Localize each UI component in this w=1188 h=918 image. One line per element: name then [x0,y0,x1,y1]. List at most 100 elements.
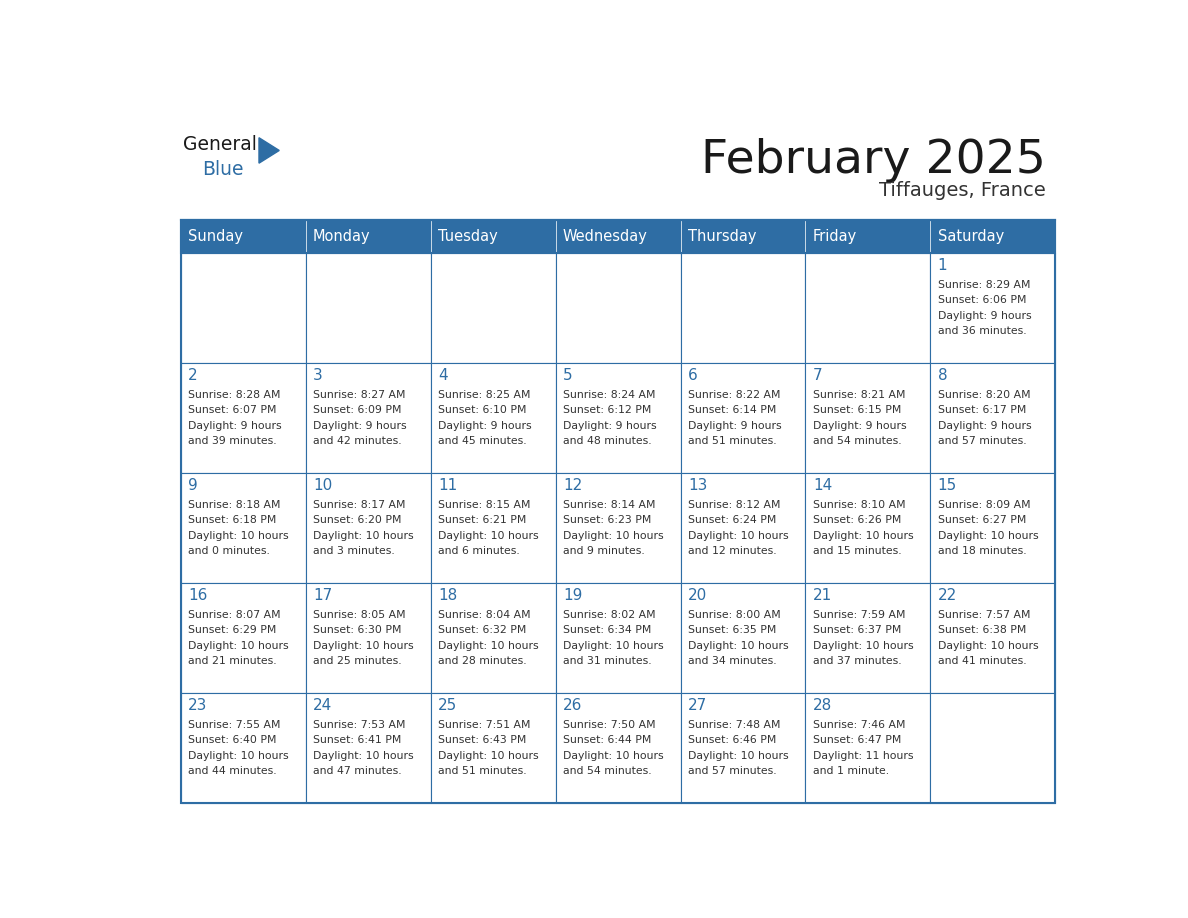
Text: and 1 minute.: and 1 minute. [813,767,889,777]
Bar [930,583,1055,693]
Text: Sunrise: 8:12 AM: Sunrise: 8:12 AM [688,499,781,509]
Text: and 6 minutes.: and 6 minutes. [438,546,519,556]
Text: Daylight: 10 hours: Daylight: 10 hours [563,641,664,651]
Text: Daylight: 10 hours: Daylight: 10 hours [438,641,538,651]
Bar [430,253,556,363]
Text: Sunrise: 7:55 AM: Sunrise: 7:55 AM [188,720,280,730]
Text: Sunrise: 8:21 AM: Sunrise: 8:21 AM [813,390,905,400]
Text: Sunset: 6:29 PM: Sunset: 6:29 PM [188,625,277,635]
Text: and 21 minutes.: and 21 minutes. [188,656,277,666]
Text: Sunrise: 8:29 AM: Sunrise: 8:29 AM [937,280,1030,290]
Bar [430,219,556,253]
Text: Friday: Friday [813,229,857,244]
Text: Daylight: 11 hours: Daylight: 11 hours [813,751,914,761]
Text: and 28 minutes.: and 28 minutes. [438,656,526,666]
Text: Daylight: 10 hours: Daylight: 10 hours [563,531,664,541]
Text: and 44 minutes.: and 44 minutes. [188,767,277,777]
Text: Sunrise: 8:02 AM: Sunrise: 8:02 AM [563,610,656,620]
Text: Sunrise: 8:20 AM: Sunrise: 8:20 AM [937,390,1030,400]
Text: Sunrise: 8:28 AM: Sunrise: 8:28 AM [188,390,280,400]
Text: February 2025: February 2025 [701,139,1047,184]
Text: and 34 minutes.: and 34 minutes. [688,656,777,666]
Text: Daylight: 10 hours: Daylight: 10 hours [688,531,789,541]
Text: 8: 8 [937,368,947,383]
Text: Sunrise: 8:00 AM: Sunrise: 8:00 AM [688,610,781,620]
Text: and 42 minutes.: and 42 minutes. [314,436,402,446]
Bar [430,693,556,803]
Text: 14: 14 [813,478,832,493]
Bar [805,693,930,803]
Text: Sunset: 6:12 PM: Sunset: 6:12 PM [563,406,651,415]
Text: Daylight: 10 hours: Daylight: 10 hours [188,531,289,541]
Text: 16: 16 [188,588,208,603]
Text: 6: 6 [688,368,697,383]
Text: Daylight: 10 hours: Daylight: 10 hours [563,751,664,761]
Text: Monday: Monday [314,229,371,244]
Text: Sunset: 6:06 PM: Sunset: 6:06 PM [937,296,1026,306]
Text: Sunrise: 8:25 AM: Sunrise: 8:25 AM [438,390,531,400]
Text: 2: 2 [188,368,197,383]
Text: Daylight: 10 hours: Daylight: 10 hours [937,531,1038,541]
Text: Sunset: 6:17 PM: Sunset: 6:17 PM [937,406,1026,415]
Text: and 36 minutes.: and 36 minutes. [937,327,1026,337]
Text: Sunrise: 8:22 AM: Sunrise: 8:22 AM [688,390,781,400]
Text: 9: 9 [188,478,198,493]
Text: Sunset: 6:34 PM: Sunset: 6:34 PM [563,625,651,635]
Text: 1: 1 [937,258,947,273]
Bar [305,473,430,583]
Text: 7: 7 [813,368,822,383]
Bar [556,693,681,803]
Text: Daylight: 9 hours: Daylight: 9 hours [937,311,1031,321]
Text: Sunrise: 8:05 AM: Sunrise: 8:05 AM [314,610,405,620]
Text: Sunday: Sunday [188,229,244,244]
Text: Sunrise: 8:18 AM: Sunrise: 8:18 AM [188,499,280,509]
Text: Sunset: 6:21 PM: Sunset: 6:21 PM [438,515,526,525]
Text: 27: 27 [688,698,707,713]
Text: Sunrise: 8:04 AM: Sunrise: 8:04 AM [438,610,531,620]
Text: and 31 minutes.: and 31 minutes. [563,656,651,666]
Text: and 54 minutes.: and 54 minutes. [813,436,902,446]
Text: Sunset: 6:37 PM: Sunset: 6:37 PM [813,625,902,635]
Text: Sunrise: 7:57 AM: Sunrise: 7:57 AM [937,610,1030,620]
Text: Sunset: 6:24 PM: Sunset: 6:24 PM [688,515,776,525]
Bar [930,473,1055,583]
Text: Sunset: 6:27 PM: Sunset: 6:27 PM [937,515,1026,525]
Text: Daylight: 9 hours: Daylight: 9 hours [813,420,906,431]
Text: and 45 minutes.: and 45 minutes. [438,436,526,446]
Text: Wednesday: Wednesday [563,229,647,244]
Text: Blue: Blue [202,161,244,179]
Text: Sunrise: 7:53 AM: Sunrise: 7:53 AM [314,720,405,730]
Text: Daylight: 9 hours: Daylight: 9 hours [188,420,282,431]
Text: Sunrise: 8:07 AM: Sunrise: 8:07 AM [188,610,280,620]
Text: and 0 minutes.: and 0 minutes. [188,546,270,556]
Text: Sunset: 6:32 PM: Sunset: 6:32 PM [438,625,526,635]
Text: Daylight: 9 hours: Daylight: 9 hours [438,420,531,431]
Text: 5: 5 [563,368,573,383]
Text: and 18 minutes.: and 18 minutes. [937,546,1026,556]
Text: Daylight: 10 hours: Daylight: 10 hours [688,751,789,761]
Text: Sunset: 6:09 PM: Sunset: 6:09 PM [314,406,402,415]
Bar [181,693,305,803]
Bar [805,363,930,473]
Text: 10: 10 [314,478,333,493]
Text: 13: 13 [688,478,707,493]
Bar [556,583,681,693]
Text: Saturday: Saturday [937,229,1004,244]
Text: Sunset: 6:07 PM: Sunset: 6:07 PM [188,406,277,415]
Bar [305,363,430,473]
Bar [181,363,305,473]
Text: 21: 21 [813,588,832,603]
Text: Daylight: 10 hours: Daylight: 10 hours [188,751,289,761]
Text: 3: 3 [314,368,323,383]
Text: 22: 22 [937,588,958,603]
Text: Daylight: 10 hours: Daylight: 10 hours [813,531,914,541]
Text: Daylight: 10 hours: Daylight: 10 hours [314,531,413,541]
Bar [930,219,1055,253]
Text: Daylight: 10 hours: Daylight: 10 hours [688,641,789,651]
Bar [681,363,805,473]
Bar [681,473,805,583]
Text: Sunrise: 8:27 AM: Sunrise: 8:27 AM [314,390,405,400]
Text: Sunrise: 7:51 AM: Sunrise: 7:51 AM [438,720,531,730]
Text: Daylight: 9 hours: Daylight: 9 hours [937,420,1031,431]
Text: and 51 minutes.: and 51 minutes. [438,767,526,777]
